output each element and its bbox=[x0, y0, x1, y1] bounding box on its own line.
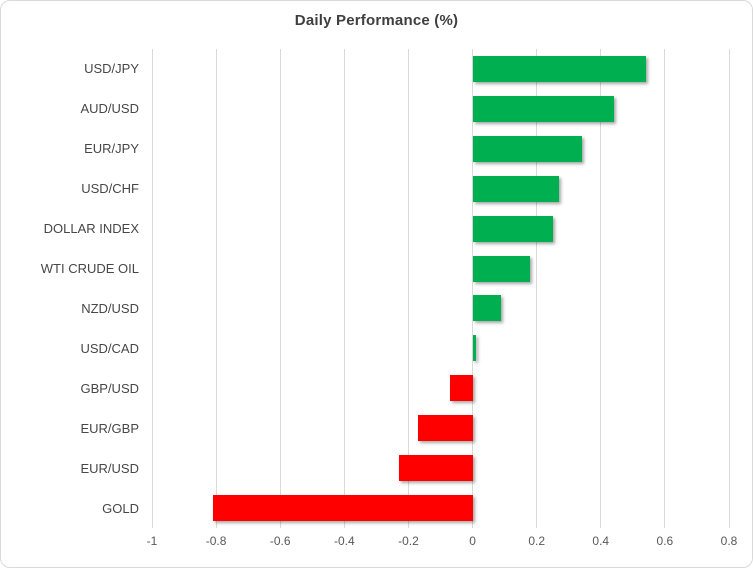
bar bbox=[472, 295, 502, 322]
value-axis: -1 -0.8 -0.6 -0.4 -0.2 0 0.2 0.4 0.6 0.8 bbox=[147, 534, 738, 554]
gridline bbox=[279, 49, 281, 528]
bar bbox=[472, 95, 614, 122]
bar bbox=[450, 375, 473, 402]
plot-area bbox=[151, 49, 730, 528]
bar bbox=[418, 415, 473, 442]
bar bbox=[472, 135, 582, 162]
bar bbox=[472, 55, 646, 82]
category-axis: USD/JPY AUD/USD EUR/JPY USD/CHF DOLLAR INDEX… bbox=[1, 49, 139, 528]
category-label: USD/CHF bbox=[81, 181, 139, 197]
bar bbox=[472, 175, 560, 202]
gridline bbox=[472, 49, 474, 528]
x-tick-label: -0.6 bbox=[269, 534, 291, 548]
category-label: AUD/USD bbox=[80, 101, 139, 117]
bar bbox=[472, 335, 476, 362]
category-label: EUR/GBP bbox=[80, 420, 139, 436]
bar bbox=[472, 215, 553, 242]
x-tick-label: -1 bbox=[146, 534, 158, 548]
category-label: EUR/JPY bbox=[84, 141, 139, 157]
bar bbox=[212, 495, 473, 522]
gridline bbox=[536, 49, 538, 528]
category-label: NZD/USD bbox=[81, 300, 139, 316]
x-tick-label: 0.6 bbox=[656, 534, 674, 548]
bar bbox=[398, 455, 473, 482]
category-label: GBP/USD bbox=[80, 380, 139, 396]
x-tick-label: 0.4 bbox=[592, 534, 610, 548]
gridline bbox=[151, 49, 153, 528]
category-label: GOLD bbox=[102, 500, 139, 516]
gridline bbox=[407, 49, 409, 528]
category-label: USD/JPY bbox=[84, 61, 139, 77]
gridline bbox=[343, 49, 345, 528]
category-label: EUR/USD bbox=[80, 460, 139, 476]
category-label: DOLLAR INDEX bbox=[43, 221, 139, 237]
x-tick-label: 0.8 bbox=[720, 534, 738, 548]
gridline bbox=[600, 49, 602, 528]
gridline bbox=[664, 49, 666, 528]
x-tick-label: -0.4 bbox=[333, 534, 355, 548]
x-tick-label: 0.2 bbox=[528, 534, 545, 548]
gridline bbox=[728, 49, 730, 528]
x-tick-label: 0 bbox=[469, 534, 476, 548]
x-tick-label: -0.2 bbox=[398, 534, 419, 548]
gridline bbox=[215, 49, 217, 528]
chart-title: Daily Performance (%) bbox=[294, 12, 459, 29]
category-label: USD/CAD bbox=[80, 340, 139, 356]
category-label: WTI CRUDE OIL bbox=[40, 261, 139, 277]
x-tick-label: -0.8 bbox=[205, 534, 227, 548]
bar bbox=[472, 255, 531, 282]
